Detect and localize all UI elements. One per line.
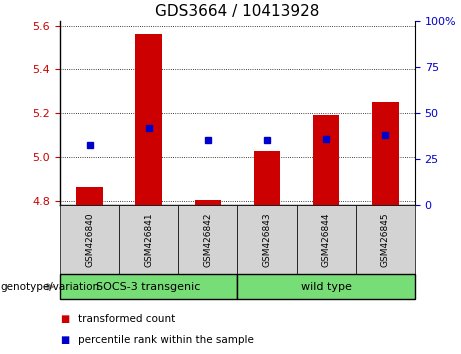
Text: GSM426840: GSM426840 (85, 212, 94, 267)
Text: percentile rank within the sample: percentile rank within the sample (78, 335, 254, 345)
Bar (195, 200, 221, 205)
Text: GSM426844: GSM426844 (322, 213, 331, 267)
Text: ■: ■ (60, 314, 69, 324)
Text: GSM426841: GSM426841 (144, 212, 153, 267)
Text: GSM426845: GSM426845 (381, 212, 390, 267)
Bar (76, 187, 103, 205)
Text: SOCS-3 transgenic: SOCS-3 transgenic (96, 282, 201, 292)
Text: GSM426843: GSM426843 (262, 212, 272, 267)
Text: genotype/variation: genotype/variation (0, 282, 99, 292)
Text: wild type: wild type (301, 282, 352, 292)
Bar (372, 102, 399, 205)
Title: GDS3664 / 10413928: GDS3664 / 10413928 (155, 4, 319, 19)
Text: ■: ■ (60, 335, 69, 345)
Text: transformed count: transformed count (78, 314, 176, 324)
Bar (136, 34, 162, 205)
Bar (313, 115, 339, 205)
Text: GSM426842: GSM426842 (203, 213, 213, 267)
Bar (254, 150, 280, 205)
